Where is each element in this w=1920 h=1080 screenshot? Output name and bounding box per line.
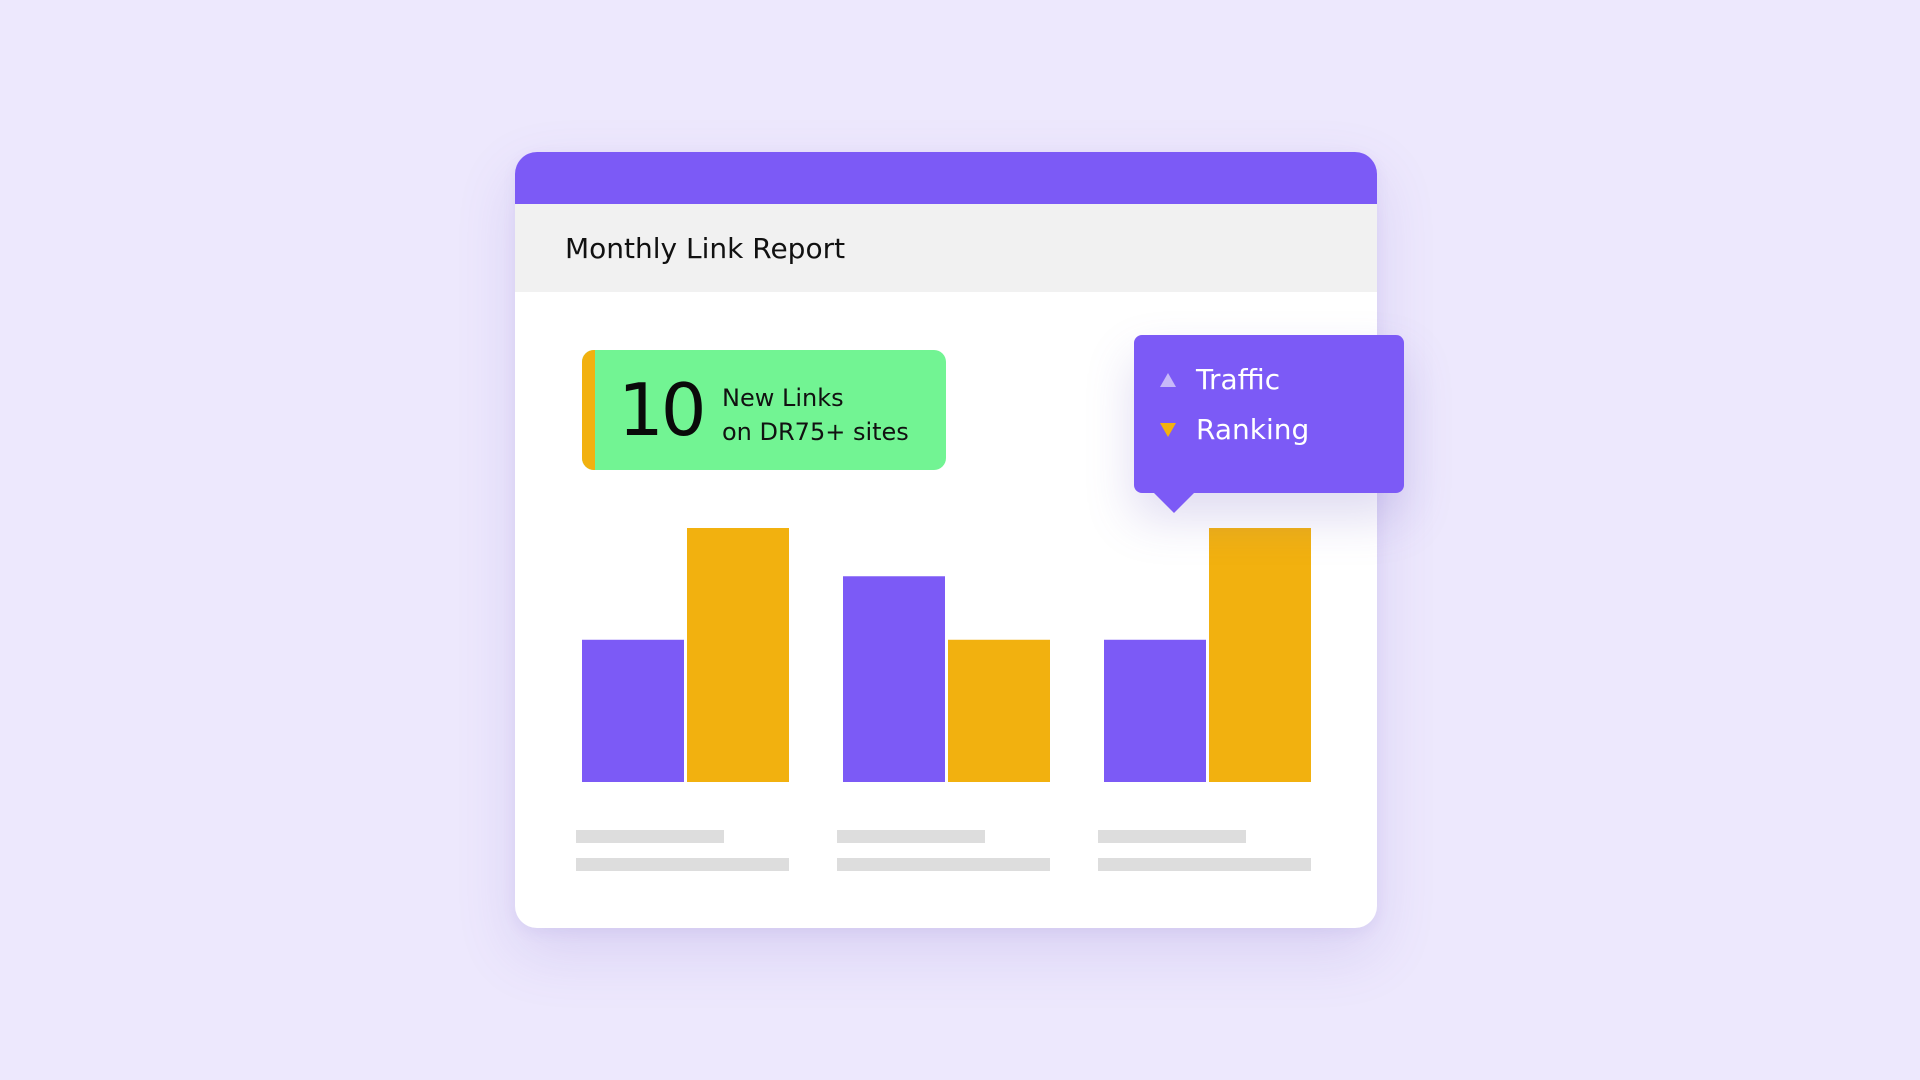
stat-label-line1: New Links <box>722 384 844 412</box>
legend-tooltip: Traffic Ranking <box>1134 335 1404 513</box>
card-header: Monthly Link Report <box>515 204 1377 292</box>
stat-accent-stripe <box>582 350 595 470</box>
legend-label-traffic: Traffic <box>1196 363 1281 396</box>
stat-label-line2: on DR75+ sites <box>722 418 909 446</box>
bar-ranking-1 <box>687 528 789 782</box>
bar-ranking-3 <box>1209 528 1311 782</box>
stat-badge: 10 New Links on DR75+ sites <box>582 350 946 470</box>
placeholder-line-long <box>837 858 1050 871</box>
placeholder-line-short <box>1098 830 1246 843</box>
placeholder-line-short <box>837 830 985 843</box>
bar-ranking-2 <box>948 639 1050 782</box>
legend-item-traffic: Traffic <box>1160 363 1280 396</box>
card-title: Monthly Link Report <box>565 231 846 265</box>
bar-traffic-1 <box>582 639 684 782</box>
placeholder-line-short <box>576 830 724 843</box>
legend-label-ranking: Ranking <box>1196 413 1310 446</box>
bar-traffic-3 <box>1104 639 1206 782</box>
legend-pointer <box>1154 493 1194 513</box>
stat-number: 10 <box>618 368 707 452</box>
triangle-down-icon <box>1160 422 1176 437</box>
placeholder-line-long <box>1098 858 1311 871</box>
placeholder-line-long <box>576 858 789 871</box>
bar-traffic-2 <box>843 576 945 782</box>
report-card: Monthly Link Report 10 New Links on DR75… <box>515 152 1377 928</box>
legend-item-ranking: Ranking <box>1160 413 1309 446</box>
triangle-up-icon <box>1160 372 1176 387</box>
card-topbar <box>515 152 1377 204</box>
bar-chart <box>576 528 1311 871</box>
